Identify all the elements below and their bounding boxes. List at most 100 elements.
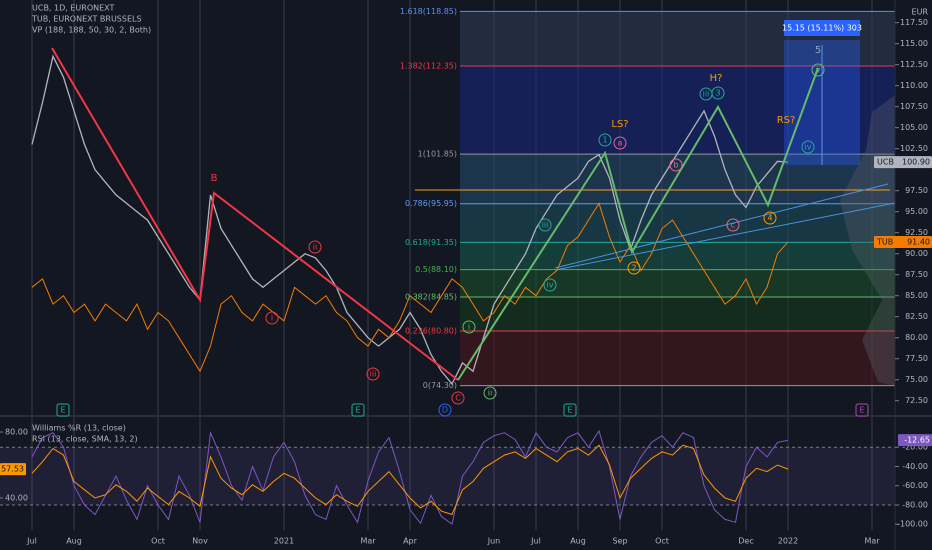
y-tick-label: 117.50 (900, 18, 928, 27)
x-tick-label: Jul (26, 537, 37, 546)
price-tag-name: UCB (877, 158, 894, 167)
y-tick-label: 75.00 (905, 375, 928, 384)
event-label: E (60, 406, 65, 415)
y-tick-label: 107.50 (900, 102, 928, 111)
wave-label: b (673, 161, 678, 170)
fib-band (460, 203, 895, 243)
y-tick-label: 80.00 (5, 428, 28, 437)
wave-marker (483, 386, 497, 400)
event-label: E (567, 406, 572, 415)
fib-label: 1.618(118.85) (400, 7, 457, 16)
wave-marker (462, 320, 476, 334)
y-tick-label: 72.50 (905, 396, 928, 405)
price-tag (874, 235, 932, 248)
value-tag-label: -12.65 (904, 436, 930, 445)
x-tick-label: Sep (612, 537, 627, 546)
x-tick-label: Oct (655, 537, 669, 546)
x-tick-label: Mar (360, 537, 376, 546)
event-marker (855, 403, 869, 417)
wave-label: iv (805, 143, 812, 152)
wave-label: i (271, 314, 273, 323)
y-tick-label: 95.00 (905, 207, 928, 216)
y-tick-label: 115.00 (900, 39, 928, 48)
wave-marker (627, 261, 641, 275)
y-tick-label: 97.50 (905, 186, 928, 195)
fib-band (460, 269, 895, 297)
wave-marker (801, 140, 815, 154)
wave-label: 4 (767, 214, 772, 223)
fib-label: 1.382(112.35) (400, 61, 457, 70)
event-marker (351, 403, 365, 417)
price-tag-value: 91.40 (907, 237, 930, 246)
value-tag-label: 57.53 (1, 465, 24, 474)
series-line (31, 429, 789, 526)
wave-marker (811, 63, 825, 77)
y-tick-label: 105.00 (900, 123, 928, 132)
y-tick-label: 87.50 (905, 270, 928, 279)
oscillator-band (0, 447, 895, 505)
wave-label: 5 (815, 45, 821, 56)
y-tick-label: 90.00 (905, 249, 928, 258)
fib-label: 0.382(84.85) (405, 292, 457, 301)
x-tick-label: 2021 (274, 537, 294, 546)
wave-label: iii (703, 90, 710, 99)
fib-band (460, 296, 895, 331)
fib-label: 0(74.30) (423, 381, 457, 390)
y-tick-label: 82.50 (905, 312, 928, 321)
measure-label-bg (784, 20, 860, 36)
wave-marker (308, 240, 322, 254)
wave-marker (265, 311, 279, 325)
wave-label: c (731, 221, 735, 230)
wave-marker (451, 391, 465, 405)
wave-marker (726, 218, 740, 232)
wave-label: 1 (602, 136, 607, 145)
x-tick-label: Mar (864, 537, 880, 546)
legend-entry: Williams %R (13, close) (32, 424, 126, 433)
wave-label: iii (370, 370, 377, 379)
y-tick-label: 80.00 (905, 333, 928, 342)
event-label: E (355, 406, 360, 415)
x-tick-label: Jun (487, 537, 501, 546)
front-layer: UCB, 1D, EURONEXT TUB, EURONEXT BRUSSELS… (0, 4, 932, 546)
wave-marker (598, 133, 612, 147)
wave-label: H? (710, 73, 723, 84)
measure-label: 15.15 (15.11%) 303 (782, 24, 862, 33)
y2-tick-label: -80.00 (902, 500, 928, 509)
wave-line-green (457, 67, 819, 381)
y-tick-label: 112.50 (900, 60, 928, 69)
wave-label: 3 (715, 89, 720, 98)
value-tag (0, 463, 26, 476)
price-tag-value: 100.90 (902, 158, 930, 167)
x-tick-label: 2022 (778, 537, 798, 546)
wave-label: C (455, 394, 461, 403)
y-tick-label: 102.50 (900, 144, 928, 153)
series-layer (31, 54, 789, 526)
wave-marker (669, 158, 683, 172)
series-line (31, 54, 789, 386)
event-label: E (859, 406, 864, 415)
wave-label: RS? (777, 115, 796, 126)
wave-label: 2 (631, 264, 636, 273)
wave-marker (366, 367, 380, 381)
y-tick-label: 40.00 (5, 494, 28, 503)
wave-label: ii (488, 389, 492, 398)
x-tick-label: Oct (151, 537, 165, 546)
overlay-legend: TUB, EURONEXT BRUSSELS (31, 15, 142, 24)
wave-label: D (442, 406, 448, 415)
wave-label: i (468, 323, 470, 332)
wave-marker (438, 403, 452, 417)
series-line (31, 444, 789, 516)
y-tick-label: 77.50 (905, 354, 928, 363)
price-tag-name: TUB (876, 237, 893, 246)
value-tag (898, 434, 932, 447)
event-marker (56, 403, 70, 417)
overlay-legend: VP (188, 188, 50, 30, 2, Both) (32, 26, 151, 35)
fib-band (460, 242, 895, 270)
x-tick-label: Aug (570, 537, 586, 546)
fib-label: 0.618(91.35) (405, 238, 457, 247)
x-tick-label: Nov (192, 537, 208, 546)
x-tick-label: Jul (530, 537, 541, 546)
wave-marker (699, 87, 713, 101)
wave-label: LS? (611, 119, 628, 130)
